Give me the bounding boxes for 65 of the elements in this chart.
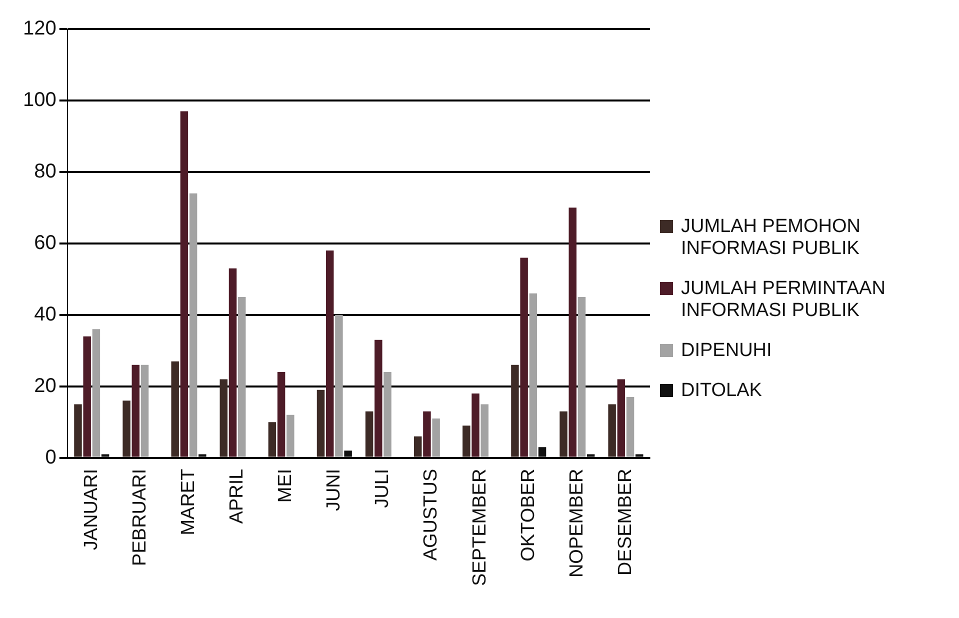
x-tick-label: SEPTEMBER <box>469 468 490 586</box>
x-tick-label: NOPEMBER <box>566 468 588 578</box>
bar <box>198 454 206 457</box>
bar <box>326 250 334 457</box>
bar <box>480 404 488 457</box>
y-tick-label: 80 <box>34 160 56 182</box>
bar <box>578 297 586 457</box>
legend-label: DIPENUHI <box>681 340 772 362</box>
bar <box>472 393 480 457</box>
bar <box>626 397 634 457</box>
legend-label: JUMLAH PERMINTAAN INFORMASI PUBLIK <box>681 278 886 322</box>
bar <box>122 400 130 457</box>
bar <box>636 454 644 457</box>
bar <box>568 208 576 457</box>
y-tick-label: 60 <box>34 232 56 254</box>
bar <box>432 418 440 457</box>
bar <box>617 379 626 457</box>
bar <box>335 314 343 457</box>
x-tick-label: AGUSTUS <box>420 468 442 561</box>
bar <box>220 379 228 457</box>
bar <box>384 372 392 457</box>
x-tick-label: MEI <box>275 468 296 503</box>
y-tick-label: 100 <box>22 88 56 111</box>
bar <box>238 297 246 457</box>
bar <box>374 340 382 457</box>
bar <box>423 411 431 457</box>
bar <box>92 329 100 457</box>
bar <box>529 293 538 457</box>
bar <box>520 258 528 457</box>
bar <box>316 390 325 457</box>
bar <box>74 404 82 457</box>
legend-label: JUMLAH PEMOHON INFORMASI PUBLIK <box>681 216 862 260</box>
bar <box>365 411 374 457</box>
legend-label: DITOLAK <box>681 380 762 402</box>
bar <box>228 268 237 457</box>
bar <box>268 422 276 457</box>
bar <box>538 447 546 457</box>
y-tick-label: 120 <box>22 18 56 40</box>
x-tick-label: PEBRUARI <box>129 468 150 566</box>
bar <box>414 436 422 457</box>
bar <box>511 364 519 457</box>
x-tick-label: APRIL <box>226 468 248 524</box>
y-tick-label: 40 <box>34 303 56 326</box>
x-tick-label: DESEMBER <box>614 468 636 576</box>
y-tick-label: 20 <box>34 374 56 397</box>
bar <box>83 336 91 457</box>
x-tick-label: JUNI <box>324 468 345 512</box>
x-tick-label: JANUARI <box>80 468 102 550</box>
bar <box>171 361 179 457</box>
bar <box>608 404 616 457</box>
x-tick-label: MARET <box>178 468 199 536</box>
bar <box>140 364 149 457</box>
bar <box>560 411 568 457</box>
x-tick-label: OKTOBER <box>518 468 539 562</box>
y-tick-label: 0 <box>45 446 56 468</box>
bar <box>586 454 595 457</box>
bar <box>180 111 188 457</box>
bar <box>462 426 470 457</box>
bar <box>132 364 140 457</box>
x-tick-label: JULI <box>372 468 394 508</box>
bar <box>189 193 198 457</box>
bar <box>277 372 286 457</box>
bar <box>286 414 294 457</box>
bar <box>101 454 110 457</box>
bar <box>344 450 352 457</box>
